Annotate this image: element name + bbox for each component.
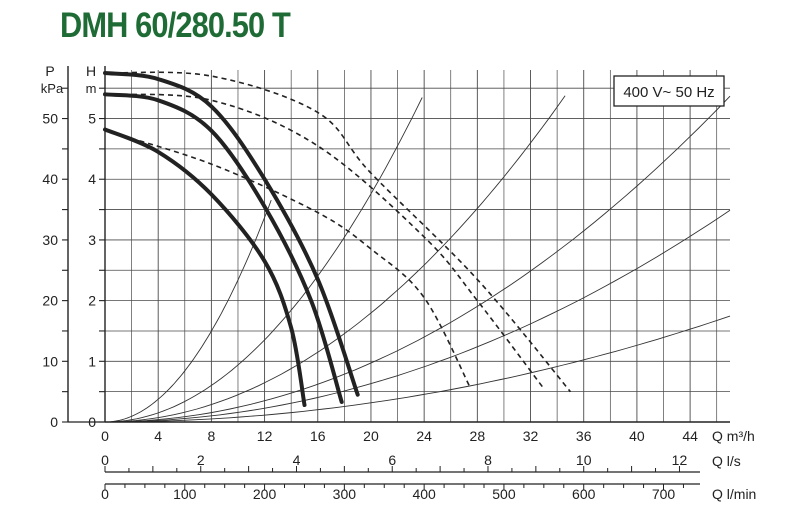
q-ls-axis-label: Q l/s bbox=[712, 453, 741, 469]
system-curve-6 bbox=[105, 315, 731, 423]
chart-title: DMH 60/280.50 T bbox=[60, 6, 291, 45]
h-tick-label: 2 bbox=[88, 293, 96, 309]
h-tick-label: 3 bbox=[88, 232, 96, 248]
p-tick-label: 50 bbox=[42, 111, 58, 127]
q-ls-tick-label: 4 bbox=[293, 452, 301, 468]
dashed-curve-1 bbox=[104, 129, 472, 389]
q-m3h-tick-label: 32 bbox=[523, 428, 539, 444]
q-m3h-tick-label: 24 bbox=[416, 428, 432, 444]
p-tick-label: 40 bbox=[42, 171, 58, 187]
voltage-annotation: 400 V~ 50 Hz bbox=[613, 75, 725, 107]
q-ls-tick-label: 2 bbox=[197, 452, 205, 468]
p-tick-label: 0 bbox=[50, 414, 58, 430]
q-lmin-tick-label: 400 bbox=[412, 486, 436, 502]
system-curve-3 bbox=[104, 95, 566, 423]
q-lmin-tick-label: 100 bbox=[173, 486, 197, 502]
q-ls-tick-label: 0 bbox=[101, 452, 109, 468]
q-m3h-tick-label: 12 bbox=[257, 428, 273, 444]
q-ls-tick-label: 10 bbox=[576, 452, 592, 468]
system-curves bbox=[104, 95, 731, 423]
q-m3h-tick-label: 0 bbox=[101, 428, 109, 444]
pump-curve-3 bbox=[103, 71, 360, 397]
p-tick-label: 20 bbox=[42, 293, 58, 309]
p-tick-label: 10 bbox=[42, 353, 58, 369]
pump-curves bbox=[103, 71, 360, 407]
annotation-text: 400 V~ 50 Hz bbox=[623, 84, 714, 101]
q-m3h-tick-label: 8 bbox=[207, 428, 215, 444]
system-curve-1 bbox=[104, 199, 272, 423]
q-m3h-tick-label: 4 bbox=[154, 428, 162, 444]
p-axis-label: P bbox=[45, 63, 54, 79]
dashed-curve-3 bbox=[104, 71, 572, 393]
q-m3h-tick-label: 28 bbox=[470, 428, 486, 444]
q-ls-tick-label: 6 bbox=[388, 452, 396, 468]
h-tick-label: 5 bbox=[88, 111, 96, 127]
system-curve-4 bbox=[104, 95, 731, 423]
q-lmin-tick-label: 500 bbox=[492, 486, 516, 502]
q-lmin-tick-label: 300 bbox=[333, 486, 357, 502]
pump-curve-2 bbox=[103, 92, 344, 404]
q-lmin-tick-label: 600 bbox=[572, 486, 596, 502]
q-lmin-tick-label: 0 bbox=[101, 486, 109, 502]
q-ls-tick-label: 8 bbox=[484, 452, 492, 468]
q-m3h-axis-label: Q m³/h bbox=[712, 428, 755, 444]
grid bbox=[105, 70, 730, 422]
annotation-box bbox=[613, 75, 725, 107]
q-ls-tick-label: 12 bbox=[672, 452, 688, 468]
q-lmin-axis-label: Q l/min bbox=[712, 486, 756, 502]
pump-curve-1 bbox=[103, 127, 307, 407]
q-m3h-tick-label: 40 bbox=[629, 428, 645, 444]
h-axis-label: H bbox=[86, 63, 96, 79]
q-lmin-tick-label: 700 bbox=[652, 486, 676, 502]
q-m3h-tick-label: 44 bbox=[682, 428, 698, 444]
h-tick-label: 0 bbox=[88, 414, 96, 430]
p-axis-unit: kPa bbox=[41, 81, 64, 96]
dashed-curves bbox=[104, 71, 572, 393]
system-curve-5 bbox=[104, 209, 731, 423]
h-tick-label: 4 bbox=[88, 171, 96, 187]
p-tick-label: 30 bbox=[42, 232, 58, 248]
h-axis-unit: m bbox=[86, 81, 97, 96]
h-tick-label: 1 bbox=[88, 353, 96, 369]
q-lmin-tick-label: 200 bbox=[253, 486, 277, 502]
system-curve-2 bbox=[104, 97, 423, 423]
q-m3h-tick-label: 36 bbox=[576, 428, 592, 444]
q-m3h-tick-label: 20 bbox=[363, 428, 379, 444]
q-m3h-tick-label: 16 bbox=[310, 428, 326, 444]
